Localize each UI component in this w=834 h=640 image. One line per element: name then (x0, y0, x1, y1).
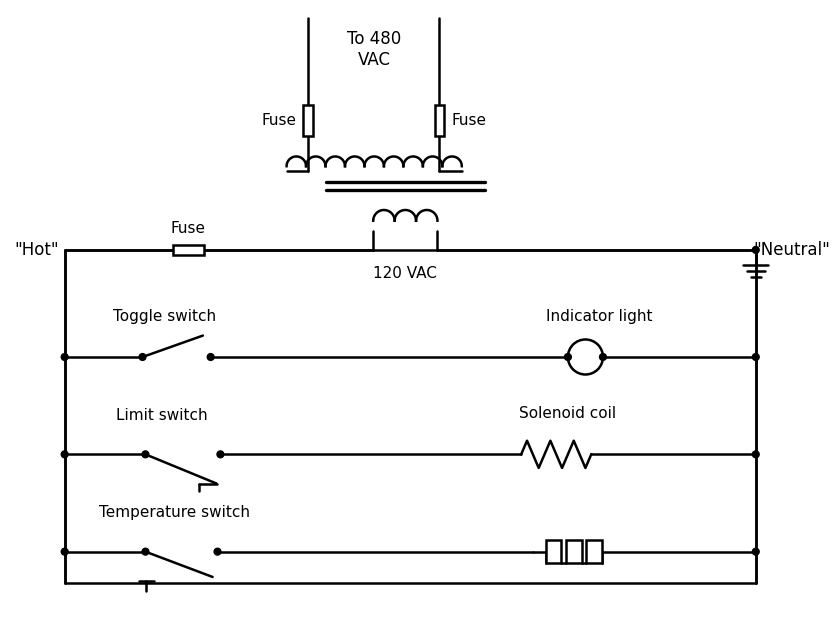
Bar (545, 540, 561, 563)
Text: "Neutral": "Neutral" (753, 241, 830, 259)
Text: Temperature switch: Temperature switch (99, 505, 250, 520)
Circle shape (600, 353, 606, 360)
Circle shape (752, 353, 759, 360)
Circle shape (214, 548, 221, 555)
Circle shape (142, 548, 148, 555)
Circle shape (752, 548, 759, 555)
Text: Fuse: Fuse (171, 221, 206, 236)
Circle shape (752, 246, 759, 253)
Text: "Hot": "Hot" (14, 241, 58, 259)
Text: Limit switch: Limit switch (116, 408, 208, 423)
Circle shape (61, 548, 68, 555)
Circle shape (208, 353, 214, 360)
Text: Fuse: Fuse (261, 113, 296, 128)
Bar (586, 540, 602, 563)
Text: Indicator light: Indicator light (545, 308, 652, 324)
Text: To 480
VAC: To 480 VAC (347, 30, 401, 68)
Circle shape (139, 353, 146, 360)
Text: Solenoid coil: Solenoid coil (520, 406, 616, 421)
Text: Fuse: Fuse (451, 113, 486, 128)
Circle shape (61, 451, 68, 458)
Text: Toggle switch: Toggle switch (113, 308, 217, 324)
Bar (566, 540, 581, 563)
Circle shape (217, 451, 224, 458)
Circle shape (142, 451, 148, 458)
Text: 120 VAC: 120 VAC (374, 266, 437, 281)
Bar (435, 105, 445, 136)
Bar (173, 245, 203, 255)
Circle shape (61, 353, 68, 360)
Circle shape (752, 451, 759, 458)
Circle shape (565, 353, 571, 360)
Circle shape (568, 339, 603, 374)
Bar (303, 105, 313, 136)
